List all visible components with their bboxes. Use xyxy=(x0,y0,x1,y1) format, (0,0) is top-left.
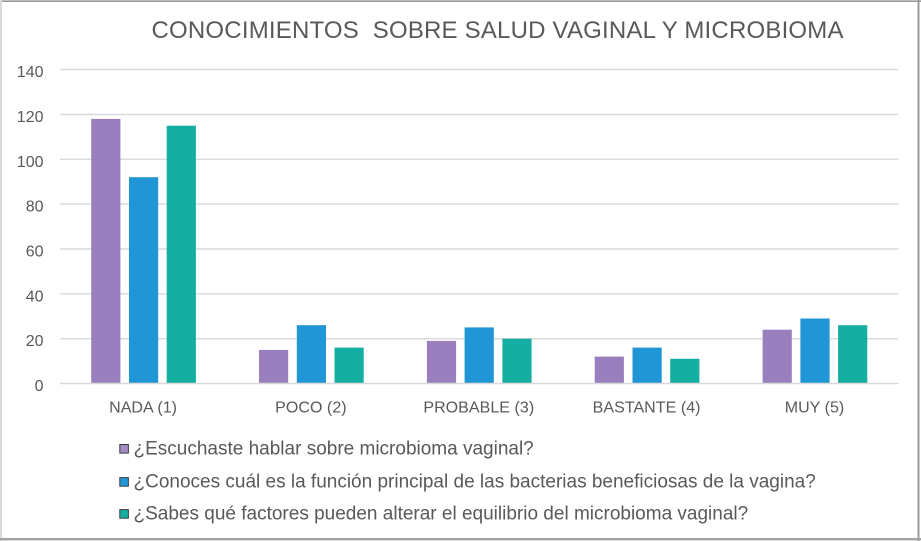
svg-text:BASTANTE (4): BASTANTE (4) xyxy=(593,400,701,417)
svg-text:CONOCIMIENTOS SOBRE SALUD VAG: CONOCIMIENTOS SOBRE SALUD VAGINAL Y MICR… xyxy=(152,17,844,44)
svg-text:20: 20 xyxy=(26,333,44,350)
svg-text:¿Conoces cuál es la función pr: ¿Conoces cuál es la función principal de… xyxy=(134,471,816,492)
svg-text:¿Escuchaste hablar sobre micro: ¿Escuchaste hablar sobre microbioma vagi… xyxy=(134,438,534,459)
svg-text:0: 0 xyxy=(35,378,44,395)
svg-text:100: 100 xyxy=(17,154,44,171)
svg-text:60: 60 xyxy=(26,244,44,261)
svg-text:¿Sabes qué factores pueden alt: ¿Sabes qué factores pueden alterar el eq… xyxy=(134,503,749,524)
svg-text:POCO (2): POCO (2) xyxy=(275,400,347,417)
svg-text:NADA (1): NADA (1) xyxy=(109,400,177,417)
svg-text:MUY (5): MUY (5) xyxy=(785,400,845,417)
svg-text:PROBABLE (3): PROBABLE (3) xyxy=(423,400,534,417)
svg-text:40: 40 xyxy=(26,288,44,305)
svg-text:120: 120 xyxy=(17,109,44,126)
svg-text:140: 140 xyxy=(17,64,44,81)
svg-text:80: 80 xyxy=(26,199,44,216)
